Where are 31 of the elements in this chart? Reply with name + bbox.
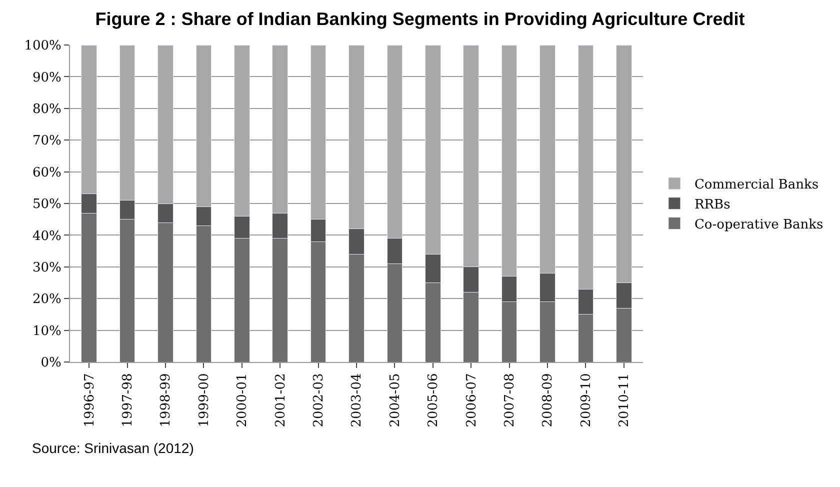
x-tick-label: 1998-99 <box>158 373 174 428</box>
source-note: Source: Srinivasan (2012) <box>32 440 194 456</box>
legend-label: Co-operative Banks <box>694 217 824 232</box>
x-tick-label: 1999-00 <box>196 373 212 428</box>
x-tick-label: 2002-03 <box>312 373 327 428</box>
x-tick-label: 2009-10 <box>578 373 594 428</box>
y-tick-label: 30% <box>32 260 62 276</box>
x-tick-label: 2007-08 <box>502 373 518 428</box>
x-tick-label: 1997-98 <box>120 373 136 428</box>
y-tick-label: 100% <box>24 38 62 54</box>
y-tick-label: 10% <box>32 324 62 339</box>
x-tick-label: 1996-97 <box>82 373 98 428</box>
y-tick-label: 20% <box>32 292 62 308</box>
legend-label: RRBs <box>694 197 730 212</box>
x-tick-label: 2010-11 <box>617 373 632 428</box>
y-tick-label: 90% <box>32 70 62 86</box>
x-tick-label: 2008-09 <box>540 373 556 428</box>
x-tick-label: 2004-05 <box>388 373 403 428</box>
y-tick-label: 0% <box>40 356 62 371</box>
y-tick-label: 40% <box>32 228 62 244</box>
y-tick-label: 80% <box>32 102 62 117</box>
x-tick-label: 2005-06 <box>426 373 442 428</box>
x-tick-label: 2003-04 <box>350 373 365 428</box>
y-tick-label: 50% <box>32 197 62 212</box>
y-tick-label: 70% <box>32 134 62 149</box>
x-tick-label: 2000-01 <box>235 373 250 428</box>
legend-label: Commercial Banks <box>694 178 819 193</box>
x-tick-label: 2001-02 <box>273 373 288 428</box>
y-tick-label: 60% <box>32 165 62 180</box>
chart-title: Figure 2 : Share of Indian Banking Segments in Providing Agriculture Credit <box>95 8 745 29</box>
x-tick-label: 2006-07 <box>464 373 480 428</box>
